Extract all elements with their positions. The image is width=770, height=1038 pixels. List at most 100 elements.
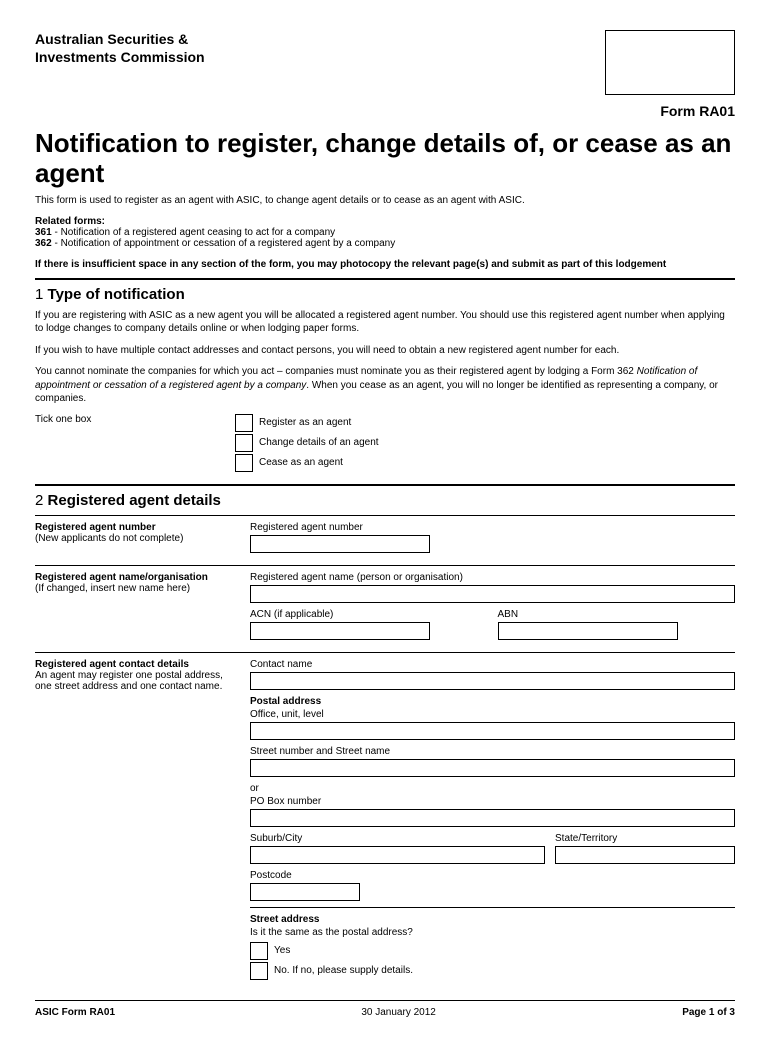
- checkbox-box[interactable]: [250, 942, 268, 960]
- section1-num: 1: [35, 286, 43, 303]
- contact-right: Contact name Postal address Office, unit…: [250, 659, 735, 982]
- agent-number-right: Registered agent number: [250, 522, 735, 559]
- contact-bold: Registered agent contact details: [35, 659, 240, 670]
- related-code-361: 361: [35, 227, 52, 238]
- section1-title: Type of notification: [48, 286, 185, 303]
- abn-input[interactable]: [498, 622, 678, 640]
- street-heading: Street address: [250, 914, 735, 925]
- section2-title: Registered agent details: [48, 492, 221, 509]
- office-label: Office, unit, level: [250, 709, 735, 720]
- agent-number-block: Registered agent number (New applicants …: [35, 522, 735, 559]
- footer-center: 30 January 2012: [361, 1007, 436, 1018]
- suburb-input[interactable]: [250, 846, 545, 864]
- acn-abn-row: ACN (if applicable) ABN: [250, 609, 735, 646]
- section1-para3a: You cannot nominate the companies for wh…: [35, 366, 637, 377]
- footer-right: Page 1 of 3: [682, 1007, 735, 1018]
- checkbox-box[interactable]: [235, 454, 253, 472]
- checkbox-change[interactable]: Change details of an agent: [235, 434, 735, 452]
- acn-input[interactable]: [250, 622, 430, 640]
- checkbox-label: Register as an agent: [259, 417, 351, 428]
- state-label: State/Territory: [555, 833, 735, 844]
- agent-name-label: Registered agent name (person or organis…: [250, 572, 735, 583]
- abn-label: ABN: [498, 609, 736, 620]
- state-col: State/Territory: [555, 833, 735, 870]
- agent-name-right: Registered agent name (person or organis…: [250, 572, 735, 646]
- checkbox-label: Cease as an agent: [259, 457, 343, 468]
- state-input[interactable]: [555, 846, 735, 864]
- row-divider: [35, 565, 735, 566]
- tick-row: Tick one box Register as an agent Change…: [35, 414, 735, 474]
- agent-name-block: Registered agent name/organisation (If c…: [35, 572, 735, 646]
- footer: ASIC Form RA01 30 January 2012 Page 1 of…: [35, 1000, 735, 1018]
- header-row: Australian Securities & Investments Comm…: [35, 30, 735, 95]
- sub-divider: [250, 907, 735, 908]
- section1-head: 1 Type of notification: [35, 286, 735, 303]
- section-divider: [35, 484, 735, 486]
- insufficient-note: If there is insufficient space in any se…: [35, 259, 735, 270]
- agent-number-bold: Registered agent number: [35, 522, 240, 533]
- org-line1: Australian Securities &: [35, 31, 188, 47]
- checkbox-label: Change details of an agent: [259, 437, 379, 448]
- checkbox-box[interactable]: [250, 962, 268, 980]
- org-line2: Investments Commission: [35, 49, 205, 65]
- street-input[interactable]: [250, 759, 735, 777]
- acn-label: ACN (if applicable): [250, 609, 488, 620]
- contact-name-label: Contact name: [250, 659, 735, 670]
- related-text-362: - Notification of appointment or cessati…: [52, 238, 396, 249]
- postcode-input[interactable]: [250, 883, 360, 901]
- contact-name-input[interactable]: [250, 672, 735, 690]
- agent-number-note: (New applicants do not complete): [35, 533, 240, 544]
- form-code: Form RA01: [35, 103, 735, 119]
- or-label: or: [250, 783, 735, 794]
- agent-number-input[interactable]: [250, 535, 430, 553]
- related-forms: Related forms: 361 - Notification of a r…: [35, 216, 735, 249]
- suburb-label: Suburb/City: [250, 833, 545, 844]
- intro-text: This form is used to register as an agen…: [35, 195, 735, 206]
- related-label: Related forms:: [35, 216, 735, 227]
- contact-note: An agent may register one postal address…: [35, 670, 240, 692]
- suburb-state-row: Suburb/City State/Territory: [250, 833, 735, 870]
- tick-label: Tick one box: [35, 414, 235, 425]
- agent-name-bold: Registered agent name/organisation: [35, 572, 240, 583]
- section2-num: 2: [35, 492, 43, 509]
- section2-head: 2 Registered agent details: [35, 492, 735, 509]
- main-title: Notification to register, change details…: [35, 129, 735, 189]
- no-label: No. If no, please supply details.: [274, 965, 413, 976]
- agent-number-left: Registered agent number (New applicants …: [35, 522, 250, 559]
- street-label: Street number and Street name: [250, 746, 735, 757]
- suburb-col: Suburb/City: [250, 833, 545, 870]
- pobox-label: PO Box number: [250, 796, 735, 807]
- checkbox-cease[interactable]: Cease as an agent: [235, 454, 735, 472]
- section-divider: [35, 278, 735, 280]
- acn-col: ACN (if applicable): [250, 609, 488, 646]
- org-name: Australian Securities & Investments Comm…: [35, 30, 205, 66]
- stamp-box: [605, 30, 735, 95]
- checkbox-box[interactable]: [235, 434, 253, 452]
- footer-left: ASIC Form RA01: [35, 1007, 115, 1018]
- pobox-input[interactable]: [250, 809, 735, 827]
- agent-name-left: Registered agent name/organisation (If c…: [35, 572, 250, 646]
- postcode-label: Postcode: [250, 870, 735, 881]
- checkbox-box[interactable]: [235, 414, 253, 432]
- row-divider: [35, 515, 735, 516]
- checkbox-no[interactable]: No. If no, please supply details.: [250, 962, 735, 980]
- postal-heading: Postal address: [250, 696, 735, 707]
- related-code-362: 362: [35, 238, 52, 249]
- checkbox-register[interactable]: Register as an agent: [235, 414, 735, 432]
- contact-block: Registered agent contact details An agen…: [35, 659, 735, 982]
- same-question: Is it the same as the postal address?: [250, 927, 735, 938]
- related-item: 362 - Notification of appointment or ces…: [35, 238, 735, 249]
- row-divider: [35, 652, 735, 653]
- office-input[interactable]: [250, 722, 735, 740]
- related-text-361: - Notification of a registered agent cea…: [52, 227, 336, 238]
- section1-para1: If you are registering with ASIC as a ne…: [35, 309, 735, 336]
- related-item: 361 - Notification of a registered agent…: [35, 227, 735, 238]
- section1-para2: If you wish to have multiple contact add…: [35, 344, 735, 358]
- agent-name-note: (If changed, insert new name here): [35, 583, 240, 594]
- yes-label: Yes: [274, 945, 290, 956]
- contact-left: Registered agent contact details An agen…: [35, 659, 250, 982]
- checkbox-yes[interactable]: Yes: [250, 942, 735, 960]
- section1-para3: You cannot nominate the companies for wh…: [35, 365, 735, 406]
- agent-number-label: Registered agent number: [250, 522, 735, 533]
- agent-name-input[interactable]: [250, 585, 735, 603]
